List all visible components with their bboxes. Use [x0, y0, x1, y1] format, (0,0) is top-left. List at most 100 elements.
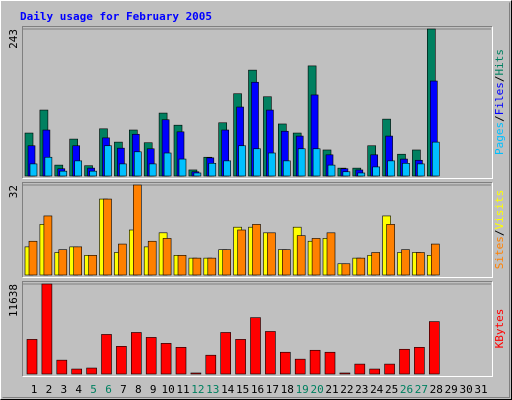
bar [163, 152, 172, 177]
bar [268, 152, 276, 177]
bar [399, 348, 410, 375]
legend-entry: Sites [493, 236, 506, 269]
legend-separator: / [493, 76, 506, 83]
x-tick-label: 6 [105, 383, 112, 396]
x-tick-label: 13 [206, 383, 219, 396]
bar [281, 249, 291, 276]
bar [73, 246, 82, 276]
bar [279, 351, 291, 375]
bar [205, 354, 217, 375]
bar [26, 339, 38, 375]
bar [369, 368, 381, 375]
bar [252, 224, 261, 276]
bar [253, 148, 261, 177]
bar [71, 368, 82, 375]
x-tick-label: 16 [251, 383, 264, 396]
x-tick-label: 31 [474, 383, 487, 396]
bar [162, 238, 172, 276]
bar [341, 263, 351, 276]
panel-frame [22, 281, 493, 377]
bar [28, 240, 38, 276]
bar [387, 160, 395, 177]
y-tick-label: 11638 [7, 284, 20, 317]
bar [342, 171, 351, 177]
panel-frame [22, 182, 493, 278]
x-tick-label: 28 [430, 383, 443, 396]
x-tick-label: 14 [221, 383, 235, 396]
x-tick-label: 25 [385, 383, 398, 396]
bar [86, 367, 97, 375]
bar [207, 257, 217, 276]
bar [309, 349, 321, 375]
legend-entry: KBytes [493, 309, 506, 349]
bar [222, 249, 231, 276]
bar [312, 148, 321, 177]
bar [208, 162, 217, 177]
bar [327, 164, 336, 177]
bar [103, 198, 112, 276]
bar [133, 184, 142, 276]
bar [339, 372, 351, 375]
chart-title: Daily usage for February 2005 [20, 10, 212, 23]
x-tick-label: 20 [310, 383, 323, 396]
x-tick-label: 29 [445, 383, 458, 396]
legend-entry: Visits [493, 190, 506, 230]
bar [147, 240, 157, 276]
bar [430, 243, 440, 276]
bar [145, 337, 157, 375]
x-tick-label: 1 [31, 383, 38, 396]
x-tick-label: 27 [415, 383, 428, 396]
bar [192, 257, 202, 276]
x-tick-label: 5 [90, 383, 97, 396]
bar [148, 163, 157, 177]
x-tick-label: 11 [176, 383, 189, 396]
bar [324, 351, 336, 375]
bar [416, 252, 425, 276]
x-tick-label: 10 [161, 383, 174, 396]
y-tick-label: 243 [7, 29, 20, 49]
panel-frame [22, 26, 493, 179]
x-tick-label: 7 [120, 383, 127, 396]
bar [401, 249, 410, 276]
bar [118, 243, 127, 276]
bar [414, 346, 425, 375]
legend-separator: / [493, 230, 506, 237]
bar [238, 145, 246, 177]
bar [220, 332, 231, 375]
bar [178, 158, 187, 177]
x-tick-label: 9 [150, 383, 157, 396]
bar [250, 317, 261, 375]
panel-frame [22, 281, 493, 377]
bar [88, 255, 97, 276]
panel-frame [22, 26, 493, 179]
bar [89, 170, 97, 177]
legend-entry: Files [493, 82, 506, 115]
bar [311, 238, 321, 276]
bar [428, 321, 440, 375]
bar [372, 166, 381, 177]
x-tick-label: 21 [325, 383, 338, 396]
bar [59, 170, 68, 177]
bar [104, 145, 112, 177]
legend-entry: Hits [493, 49, 506, 76]
bar [101, 334, 112, 375]
bar [402, 162, 410, 177]
legend-separator: / [493, 115, 506, 122]
bar [431, 141, 440, 177]
bar [294, 358, 306, 375]
bar [193, 172, 202, 177]
bar [56, 359, 68, 375]
bar [417, 163, 425, 177]
bar [175, 346, 187, 375]
x-tick-label: 22 [340, 383, 353, 396]
bar [134, 151, 142, 177]
bar [43, 215, 53, 276]
bar [357, 172, 366, 177]
bar [235, 339, 246, 375]
bar [237, 229, 246, 276]
bar [297, 148, 306, 177]
bar [44, 156, 53, 177]
